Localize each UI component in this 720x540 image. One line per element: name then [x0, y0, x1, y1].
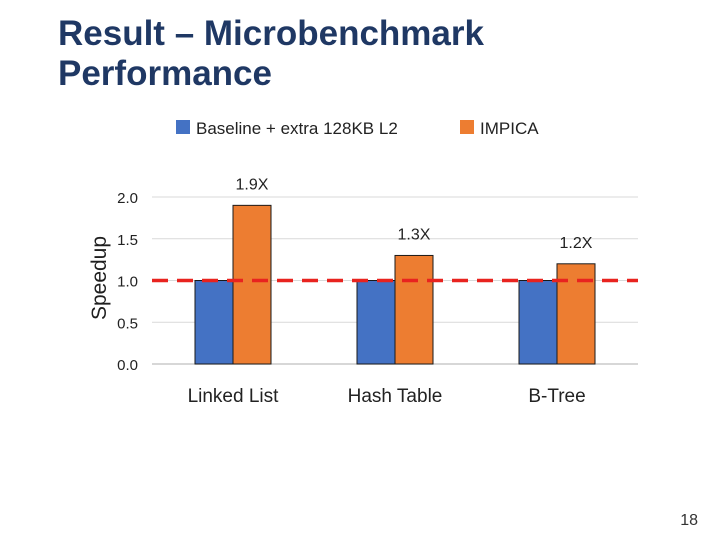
x-tick-label: Linked List — [188, 386, 280, 407]
page-number: 18 — [680, 512, 698, 529]
x-tick-label: B-Tree — [528, 386, 585, 407]
y-tick-label: 1.0 — [117, 274, 138, 291]
legend-swatch-impica — [460, 120, 474, 134]
bar-baseline — [518, 280, 558, 365]
bar-baseline — [194, 280, 234, 365]
y-tick-label: 0.5 — [117, 315, 138, 332]
legend: Baseline + extra 128KB L2 IMPICA — [176, 119, 539, 138]
labels: 0.0 0.5 1.0 1.5 2.0 Linked List 1.9X Hash Table… — [117, 176, 593, 407]
y-axis-label: Speedup — [88, 236, 111, 320]
bar-baseline — [356, 280, 396, 365]
y-tick-label: 1.5 — [117, 232, 138, 249]
y-tick-label: 2.0 — [117, 190, 138, 207]
x-tick-label: Hash Table — [348, 386, 443, 407]
data-label: 1.9X — [236, 176, 269, 193]
data-label: 1.2X — [560, 235, 593, 252]
legend-label-baseline: Baseline + extra 128KB L2 — [196, 119, 398, 138]
bar-impica — [232, 204, 272, 365]
slide-title: Result – Microbenchmark Performance — [58, 14, 484, 93]
bar-impica — [394, 254, 434, 365]
legend-swatch-baseline — [176, 120, 190, 134]
y-tick-label: 0.0 — [117, 357, 138, 374]
bars — [194, 204, 596, 365]
data-label: 1.3X — [398, 226, 431, 243]
legend-label-impica: IMPICA — [480, 119, 539, 138]
